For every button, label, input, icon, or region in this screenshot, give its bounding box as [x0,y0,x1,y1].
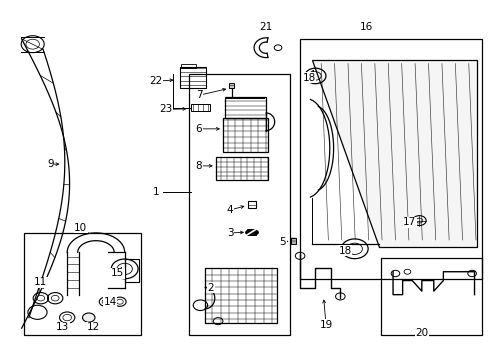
Bar [247,201,256,208]
Bar [24,233,141,335]
Circle shape [82,313,95,322]
Bar [180,67,206,88]
Text: 21: 21 [259,22,272,32]
Polygon shape [311,60,476,247]
Bar [205,268,277,323]
Bar [215,157,268,180]
Bar [299,39,481,279]
Bar [380,258,481,335]
Text: 18: 18 [302,73,315,83]
Text: 4: 4 [226,205,233,215]
Text: 17: 17 [403,217,416,227]
Text: 19: 19 [319,320,332,330]
Bar [225,97,265,118]
Text: 15: 15 [111,269,124,279]
Bar [223,118,268,152]
Text: 13: 13 [56,323,69,333]
Text: 9: 9 [47,159,54,169]
Bar [229,83,234,88]
Bar [181,64,195,68]
Text: 12: 12 [87,323,100,333]
Bar [189,74,289,335]
Text: 14: 14 [103,297,117,307]
Text: 10: 10 [74,222,87,233]
Text: 18: 18 [338,246,351,256]
Bar [246,229,256,235]
Bar [291,238,296,244]
Text: 3: 3 [226,228,233,238]
Text: 1: 1 [152,187,159,197]
Bar [124,259,139,282]
Text: 22: 22 [149,76,162,86]
Text: 7: 7 [195,90,202,100]
Text: 2: 2 [207,283,214,293]
Text: 6: 6 [195,124,202,134]
Text: 5: 5 [279,237,285,247]
Text: 16: 16 [359,22,372,32]
Text: 23: 23 [159,104,172,114]
Text: 20: 20 [414,328,427,338]
Text: 8: 8 [195,161,202,171]
Text: 11: 11 [34,277,47,287]
Bar [190,104,209,111]
